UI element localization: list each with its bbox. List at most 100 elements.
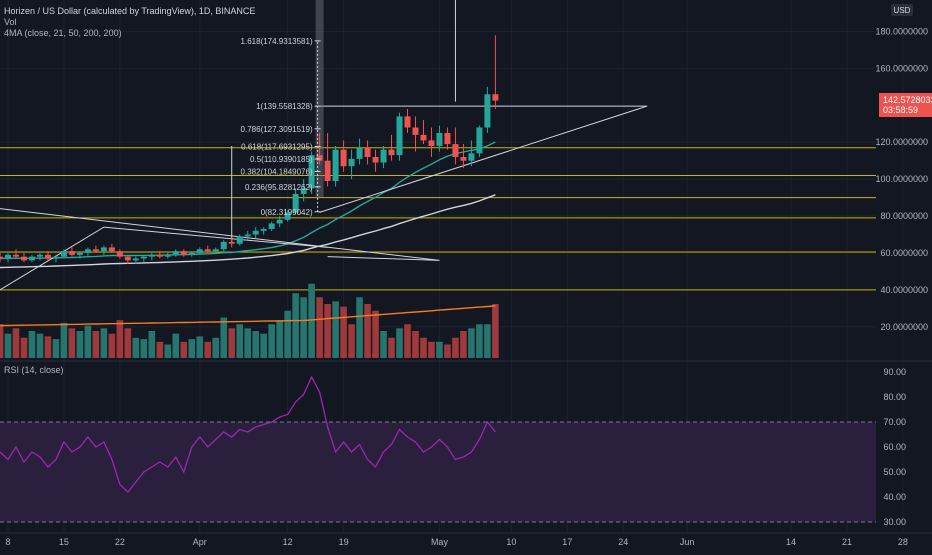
triangle-drawing-3 <box>319 105 648 213</box>
candle-body <box>44 254 51 259</box>
price-axis-tick: 40.0000000 <box>880 285 928 295</box>
time-axis-tick: 12 <box>283 537 293 547</box>
symbol-title: Horizen / US Dollar (calculated by Tradi… <box>4 6 255 16</box>
candle-body <box>252 230 259 235</box>
volume-bar <box>92 331 100 358</box>
candle-body <box>236 236 243 244</box>
candle-body <box>180 251 187 255</box>
price-axis-tick: 60.0000000 <box>880 248 928 258</box>
volume-bar <box>172 333 180 358</box>
time-axis-tick: 15 <box>59 537 69 547</box>
volume-bar <box>108 333 116 358</box>
volume-bar <box>260 333 267 358</box>
price-axis-tick: 120.0000000 <box>875 137 928 147</box>
candle-body <box>156 254 163 257</box>
candle-body <box>428 140 435 146</box>
rsi-axis-tick: 70.00 <box>883 417 906 427</box>
time-axis-tick: 17 <box>562 537 572 547</box>
candle-body <box>124 256 131 261</box>
volume-bar <box>284 310 291 358</box>
volume-bar <box>292 293 299 358</box>
candle-body <box>84 249 91 253</box>
currency-badge[interactable] <box>891 4 913 16</box>
volume-bar <box>76 331 84 358</box>
volume-ma-line <box>0 305 496 327</box>
candle-body <box>420 134 427 141</box>
volume-bar <box>20 337 28 358</box>
volume-bar <box>420 337 427 358</box>
rsi-axis-tick: 40.00 <box>883 492 906 502</box>
time-axis-tick: 19 <box>339 537 349 547</box>
time-axis-tick: Jun <box>680 537 695 547</box>
candle-body <box>228 241 235 244</box>
rsi-axis-tick: 60.00 <box>883 442 906 452</box>
candle-body <box>396 116 403 156</box>
candle-body <box>316 155 323 161</box>
candle-body <box>404 116 411 128</box>
volume-bar <box>412 331 419 358</box>
volume-bar <box>364 304 371 358</box>
triangle-drawing-2 <box>0 226 328 291</box>
candle-body <box>292 193 299 213</box>
volume-bar <box>348 324 355 358</box>
volume-bar <box>252 331 259 358</box>
candle-body <box>348 158 355 167</box>
last-price-badge <box>879 93 932 117</box>
time-axis-tick: 8 <box>5 537 10 547</box>
volume-bar <box>452 337 459 358</box>
volume-bar <box>36 333 44 358</box>
volume-bar <box>0 324 4 358</box>
candle-body <box>324 160 331 181</box>
ma-21-line <box>0 141 496 260</box>
volume-bar <box>308 283 315 358</box>
candle-body <box>284 212 291 220</box>
candle-body <box>300 188 307 194</box>
ma-50-line <box>0 194 496 269</box>
time-axis-tick: May <box>431 537 449 547</box>
candle-body <box>268 223 275 229</box>
candle-body <box>52 256 59 259</box>
volume-bar <box>140 339 148 358</box>
price-axis-tick: 100.0000000 <box>875 174 928 184</box>
volume-bar <box>436 341 443 358</box>
volume-bar <box>212 337 220 358</box>
volume-bar <box>52 339 60 358</box>
candle-body <box>28 256 35 261</box>
volume-bar <box>148 331 156 358</box>
candle-body <box>364 147 371 158</box>
volume-bar <box>396 328 403 358</box>
bar-countdown: 03:58:59 <box>883 105 918 115</box>
volume-bar <box>444 344 451 358</box>
volume-bar <box>156 341 164 358</box>
volume-bar <box>276 320 283 358</box>
candle-body <box>308 155 315 189</box>
time-axis-tick: 14 <box>786 537 796 547</box>
rsi-line <box>0 375 496 493</box>
time-axis-tick: 24 <box>618 537 628 547</box>
price-axis-tick: 180.0000000 <box>875 27 928 37</box>
volume-bar <box>196 336 204 358</box>
candle-body <box>484 94 491 128</box>
fib-level-label: 0(82.3199042) <box>261 208 313 217</box>
fib-level-label: 0.618(117.6931295) <box>241 143 313 152</box>
candle-body <box>452 144 459 158</box>
volume-bar <box>324 304 331 358</box>
fib-level-label: 0.786(127.3091519) <box>241 125 313 134</box>
candle-body <box>220 241 227 250</box>
candle-body <box>388 149 395 156</box>
volume-bar <box>468 328 475 358</box>
candle-body <box>340 149 347 167</box>
time-axis-tick: Apr <box>193 537 207 547</box>
volume-bar <box>460 331 467 358</box>
candle-body <box>0 256 4 259</box>
fib-level-label: 1.618(174.9313581) <box>241 37 313 46</box>
fib-level-label: 0.5(110.9390185) <box>250 155 313 164</box>
volume-bar <box>372 310 379 358</box>
volume-bar <box>132 337 140 358</box>
candle-body <box>132 258 139 261</box>
price-axis-tick: 160.0000000 <box>875 63 928 73</box>
candle-body <box>100 247 107 252</box>
time-axis-tick: 21 <box>842 537 852 547</box>
